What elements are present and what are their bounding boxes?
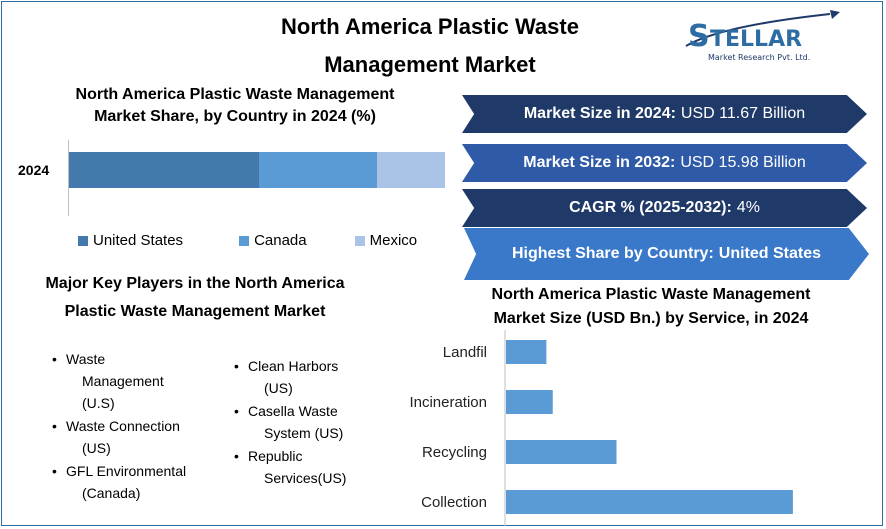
legend-swatch: [78, 235, 88, 246]
service-label: Landfil: [443, 344, 487, 361]
players-list-col1: Waste Management (U.S) Waste Connection …: [50, 348, 220, 505]
share-segment-united-states: [69, 152, 259, 188]
service-title-line2: Market Size (USD Bn.) by Service, in 202…: [493, 310, 809, 327]
legend-swatch: [354, 235, 365, 246]
legend-label: Canada: [254, 232, 307, 249]
player-item: GFL Environmental (Canada): [50, 460, 220, 504]
players-title-line2: Plastic Waste Management Market: [64, 303, 326, 320]
player-item: Waste Connection (US): [50, 415, 220, 459]
players-list-col2: Clean Harbors (US) Casella Waste System …: [232, 355, 392, 490]
legend-item: Canada: [239, 232, 307, 249]
player-country: Services(US): [264, 470, 347, 486]
banner-size-2024-key: Market Size in 2024:: [523, 105, 676, 122]
player-name-cont: Management: [82, 373, 164, 389]
banner-highest-share-key: Highest Share by Country:: [511, 245, 714, 262]
service-bar-chart: Landfil Incineration Recycling Collection: [409, 330, 793, 526]
player-name: Waste: [66, 351, 106, 367]
service-label: Recycling: [422, 444, 487, 461]
service-bar-landfil: [506, 340, 547, 364]
share-title-line1: North America Plastic Waste Management: [75, 86, 395, 103]
service-bar-recycling: [506, 440, 617, 464]
player-name: Casella Waste: [248, 403, 338, 419]
service-bar-incineration: [506, 390, 553, 414]
legend-item: United States: [78, 232, 183, 249]
player-name: GFL Environmental: [66, 463, 187, 479]
main-title-line1: North America Plastic Waste: [281, 14, 579, 39]
service-bar-collection: [506, 490, 793, 514]
share-title-line2: Market Share, by Country in 2024 (%): [94, 108, 376, 125]
main-title-line2: Management Market: [324, 52, 536, 77]
player-country: System (US): [264, 425, 344, 441]
banner-size-2024-value: USD 11.67 Billion: [680, 105, 806, 122]
player-country: (Canada): [82, 485, 141, 501]
share-segment-canada: [258, 152, 378, 188]
banner-highest-share-value: United States: [718, 245, 822, 262]
share-segment-mexico: [377, 152, 445, 188]
banner-size-2032-key: Market Size in 2032:: [523, 154, 676, 171]
logo-wordmark: S: [688, 19, 710, 54]
legend-label: Mexico: [369, 232, 418, 249]
stacked-bar: [69, 152, 445, 188]
service-label: Incineration: [409, 394, 487, 411]
main-title: North America Plastic Waste Management M…: [240, 8, 620, 84]
service-chart-title: North America Plastic Waste Management M…: [470, 283, 832, 331]
banner-size-2032-value: USD 15.98 Billion: [680, 154, 806, 171]
player-country: (U.S): [82, 395, 115, 411]
player-item: Waste Management (U.S): [50, 348, 220, 414]
legend-swatch: [239, 235, 250, 246]
player-item: Casella Waste System (US): [232, 400, 392, 444]
banner-highest-share: Highest Share by Country: United States: [464, 228, 869, 280]
banner-cagr: CAGR % (2025-2032): 4%: [462, 189, 867, 227]
logo-tagline: Market Research Pvt. Ltd.: [708, 53, 810, 62]
logo-wordmark-rest: TELLAR: [710, 27, 802, 52]
stellar-logo: S TELLAR Market Research Pvt. Ltd.: [680, 6, 860, 66]
banner-cagr-value: 4%: [736, 199, 760, 216]
share-legend: United States Canada Mexico: [78, 232, 417, 249]
player-item: Clean Harbors (US): [232, 355, 392, 399]
banner-size-2024: Market Size in 2024: USD 11.67 Billion: [462, 95, 867, 133]
stack-category-label: 2024: [18, 162, 50, 178]
legend-label: United States: [93, 232, 184, 249]
player-name: Waste Connection: [66, 418, 180, 434]
player-name: Republic: [248, 448, 303, 464]
player-country: (US): [264, 380, 293, 396]
service-title-line1: North America Plastic Waste Management: [491, 286, 811, 303]
banner-size-2032: Market Size in 2032: USD 15.98 Billion: [462, 144, 867, 182]
banner-cagr-key: CAGR % (2025-2032):: [569, 199, 732, 216]
stack-axis: [68, 140, 69, 216]
players-title-line1: Major Key Players in the North America: [45, 275, 345, 292]
legend-item: Mexico: [354, 232, 418, 249]
share-chart-title: North America Plastic Waste Management M…: [40, 84, 430, 128]
player-name: Clean Harbors: [248, 358, 339, 374]
players-title: Major Key Players in the North America P…: [20, 270, 370, 326]
service-label: Collection: [421, 494, 487, 511]
player-country: (US): [82, 440, 111, 456]
logo-graphic: S TELLAR Market Research Pvt. Ltd.: [685, 10, 840, 62]
player-item: Republic Services(US): [232, 445, 392, 489]
